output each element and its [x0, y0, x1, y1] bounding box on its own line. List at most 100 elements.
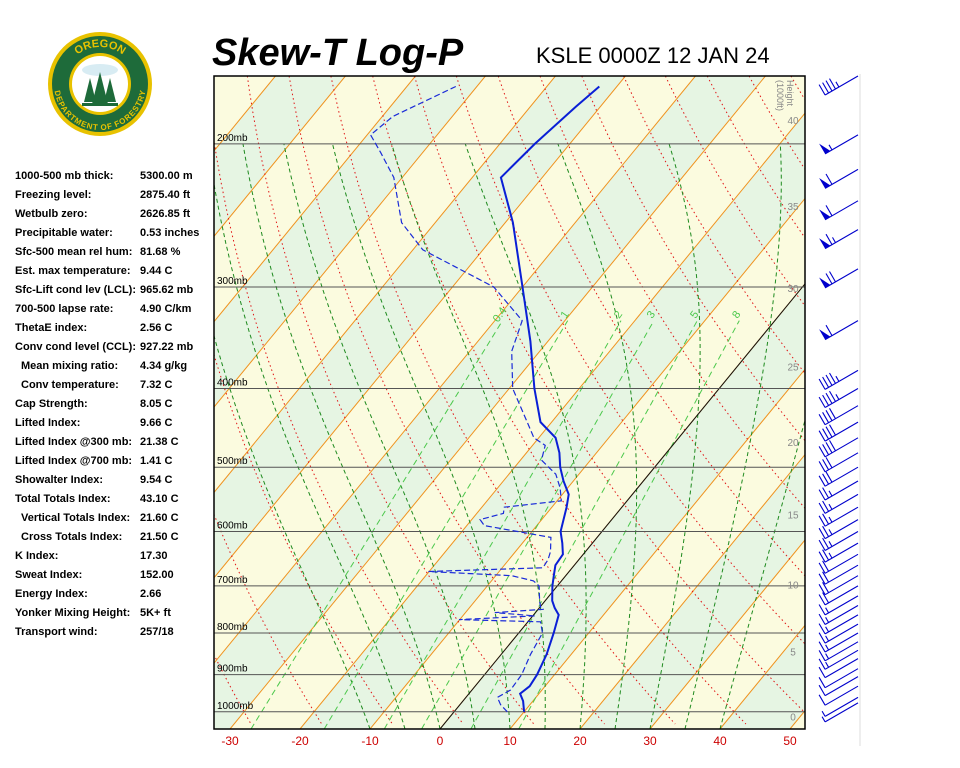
wind-barb-half: [828, 503, 833, 510]
moist-adiabat-line: [214, 181, 406, 729]
dry-adiabat-line: [214, 137, 464, 725]
zero-isotherm-line: [439, 283, 805, 729]
wind-barb-half: [835, 375, 840, 382]
wind-barb-full: [818, 502, 826, 514]
x-tick-label: 20: [573, 734, 587, 748]
wind-barb-full: [818, 658, 826, 670]
x-tick-label: 0: [437, 734, 444, 748]
index-label: Precipitable water:: [15, 227, 113, 239]
wind-barb-staff: [824, 614, 859, 635]
wind-barb-full: [822, 592, 830, 604]
wind-barb-full: [825, 173, 833, 185]
wind-barb-staff: [824, 595, 859, 616]
index-row: Lifted Index: 9.66 C: [15, 415, 215, 434]
wind-barb-half: [835, 81, 840, 88]
wind-barb: [818, 595, 859, 616]
wind-barb-half: [832, 237, 836, 243]
index-label: Showalter Index:: [15, 474, 104, 486]
isotherm-line: [299, 112, 805, 729]
wind-barb-half: [821, 716, 826, 723]
index-value: 4.34 g/kg: [140, 360, 188, 372]
isotherm-line: [214, 76, 416, 323]
wind-barb-staff: [824, 575, 859, 596]
index-label: Energy Index:: [15, 588, 88, 600]
wind-barb-full: [818, 573, 826, 585]
height-tick-label: 10: [787, 580, 799, 591]
wind-barb-staff: [824, 553, 859, 574]
wind-barb: [818, 369, 859, 390]
wind-barb-full: [822, 571, 830, 583]
index-label: Lifted Index:: [15, 417, 81, 429]
index-label: 700-500 lapse rate:: [15, 303, 114, 315]
wind-barb-full: [818, 650, 826, 662]
index-label: ThetaE index:: [15, 322, 88, 334]
wind-barb-flag: [819, 277, 831, 288]
isotherm-line: [214, 76, 696, 664]
index-row: Showalter Index: 9.54 C: [15, 472, 215, 491]
isotherm-line: [860, 76, 960, 729]
wind-barb-full: [818, 551, 826, 563]
x-tick-label: 50: [783, 734, 797, 748]
tree-icon: [84, 78, 96, 102]
moist-adiabat-line: [214, 334, 371, 729]
wind-barb-full: [822, 82, 830, 94]
index-label: Lifted Index @300 mb:: [15, 436, 133, 448]
mixing-ratio-line: [518, 320, 740, 729]
wind-barb: [821, 696, 859, 717]
wind-barb: [818, 668, 859, 689]
pressure-label: 400mb: [217, 378, 248, 389]
wind-barb-half: [828, 541, 833, 547]
wind-barb-staff: [824, 466, 859, 487]
index-value: 9.44 C: [140, 265, 173, 277]
wind-barb: [818, 519, 859, 540]
index-label: Freezing level:: [15, 189, 92, 201]
wind-barb-full: [822, 537, 830, 549]
height-axis-unit: (1000ft): [775, 80, 785, 111]
wind-barb-half: [825, 635, 830, 642]
index-value: 5K+ ft: [140, 607, 171, 619]
wind-barb: [818, 388, 859, 408]
wind-barb-half: [828, 516, 833, 523]
index-label: Sweat Index:: [15, 569, 83, 581]
temperature-band: [860, 76, 960, 729]
wind-barb-full: [829, 424, 836, 436]
wind-barb-full: [829, 372, 836, 384]
wind-barb-staff: [824, 696, 859, 717]
wind-barb: [818, 405, 859, 426]
index-label: Conv temperature:: [21, 379, 119, 391]
wind-barb-full: [818, 489, 826, 501]
wind-barb-half: [825, 653, 830, 660]
wind-barb-staff: [824, 623, 859, 644]
index-value: 9.66 C: [140, 417, 173, 429]
wind-barb-full: [822, 513, 830, 525]
wind-barb-full: [829, 408, 836, 419]
wind-barb-staff: [824, 649, 859, 670]
wind-barb: [819, 168, 859, 189]
index-label: Sfc-Lift cond lev (LCL):: [15, 284, 136, 296]
dry-adiabat-line: [414, 76, 805, 714]
wind-barb-half: [828, 552, 833, 559]
x-tick-label: 30: [643, 734, 657, 748]
wind-barb-full: [822, 394, 830, 406]
index-row: 700-500 lapse rate: 4.90 C/km: [15, 301, 215, 320]
wind-barb-staff: [824, 229, 859, 250]
wind-barb-full: [829, 271, 836, 283]
index-label: Sfc-500 mean rel hum:: [15, 246, 133, 258]
height-tick-label: 30: [787, 284, 799, 295]
wind-barb-half: [825, 644, 830, 651]
wind-barb-staff: [824, 369, 859, 390]
pressure-label: 1000mb: [217, 701, 254, 712]
wind-barb-staff: [824, 200, 859, 221]
isotherm-line: [214, 76, 486, 408]
temperature-band: [230, 76, 805, 729]
mixing-ratio-label: 3: [645, 309, 658, 321]
index-value: 152.00: [140, 569, 174, 581]
wind-barb-full: [822, 560, 830, 572]
temperature-profile-line: [499, 85, 600, 712]
x-tick-label: 40: [713, 734, 727, 748]
index-row: Yonker Mixing Height: 5K+ ft: [15, 605, 215, 624]
index-value: 2.56 C: [140, 322, 173, 334]
wind-barb-full: [822, 525, 830, 537]
index-row: Total Totals Index: 43.10 C: [15, 491, 215, 510]
